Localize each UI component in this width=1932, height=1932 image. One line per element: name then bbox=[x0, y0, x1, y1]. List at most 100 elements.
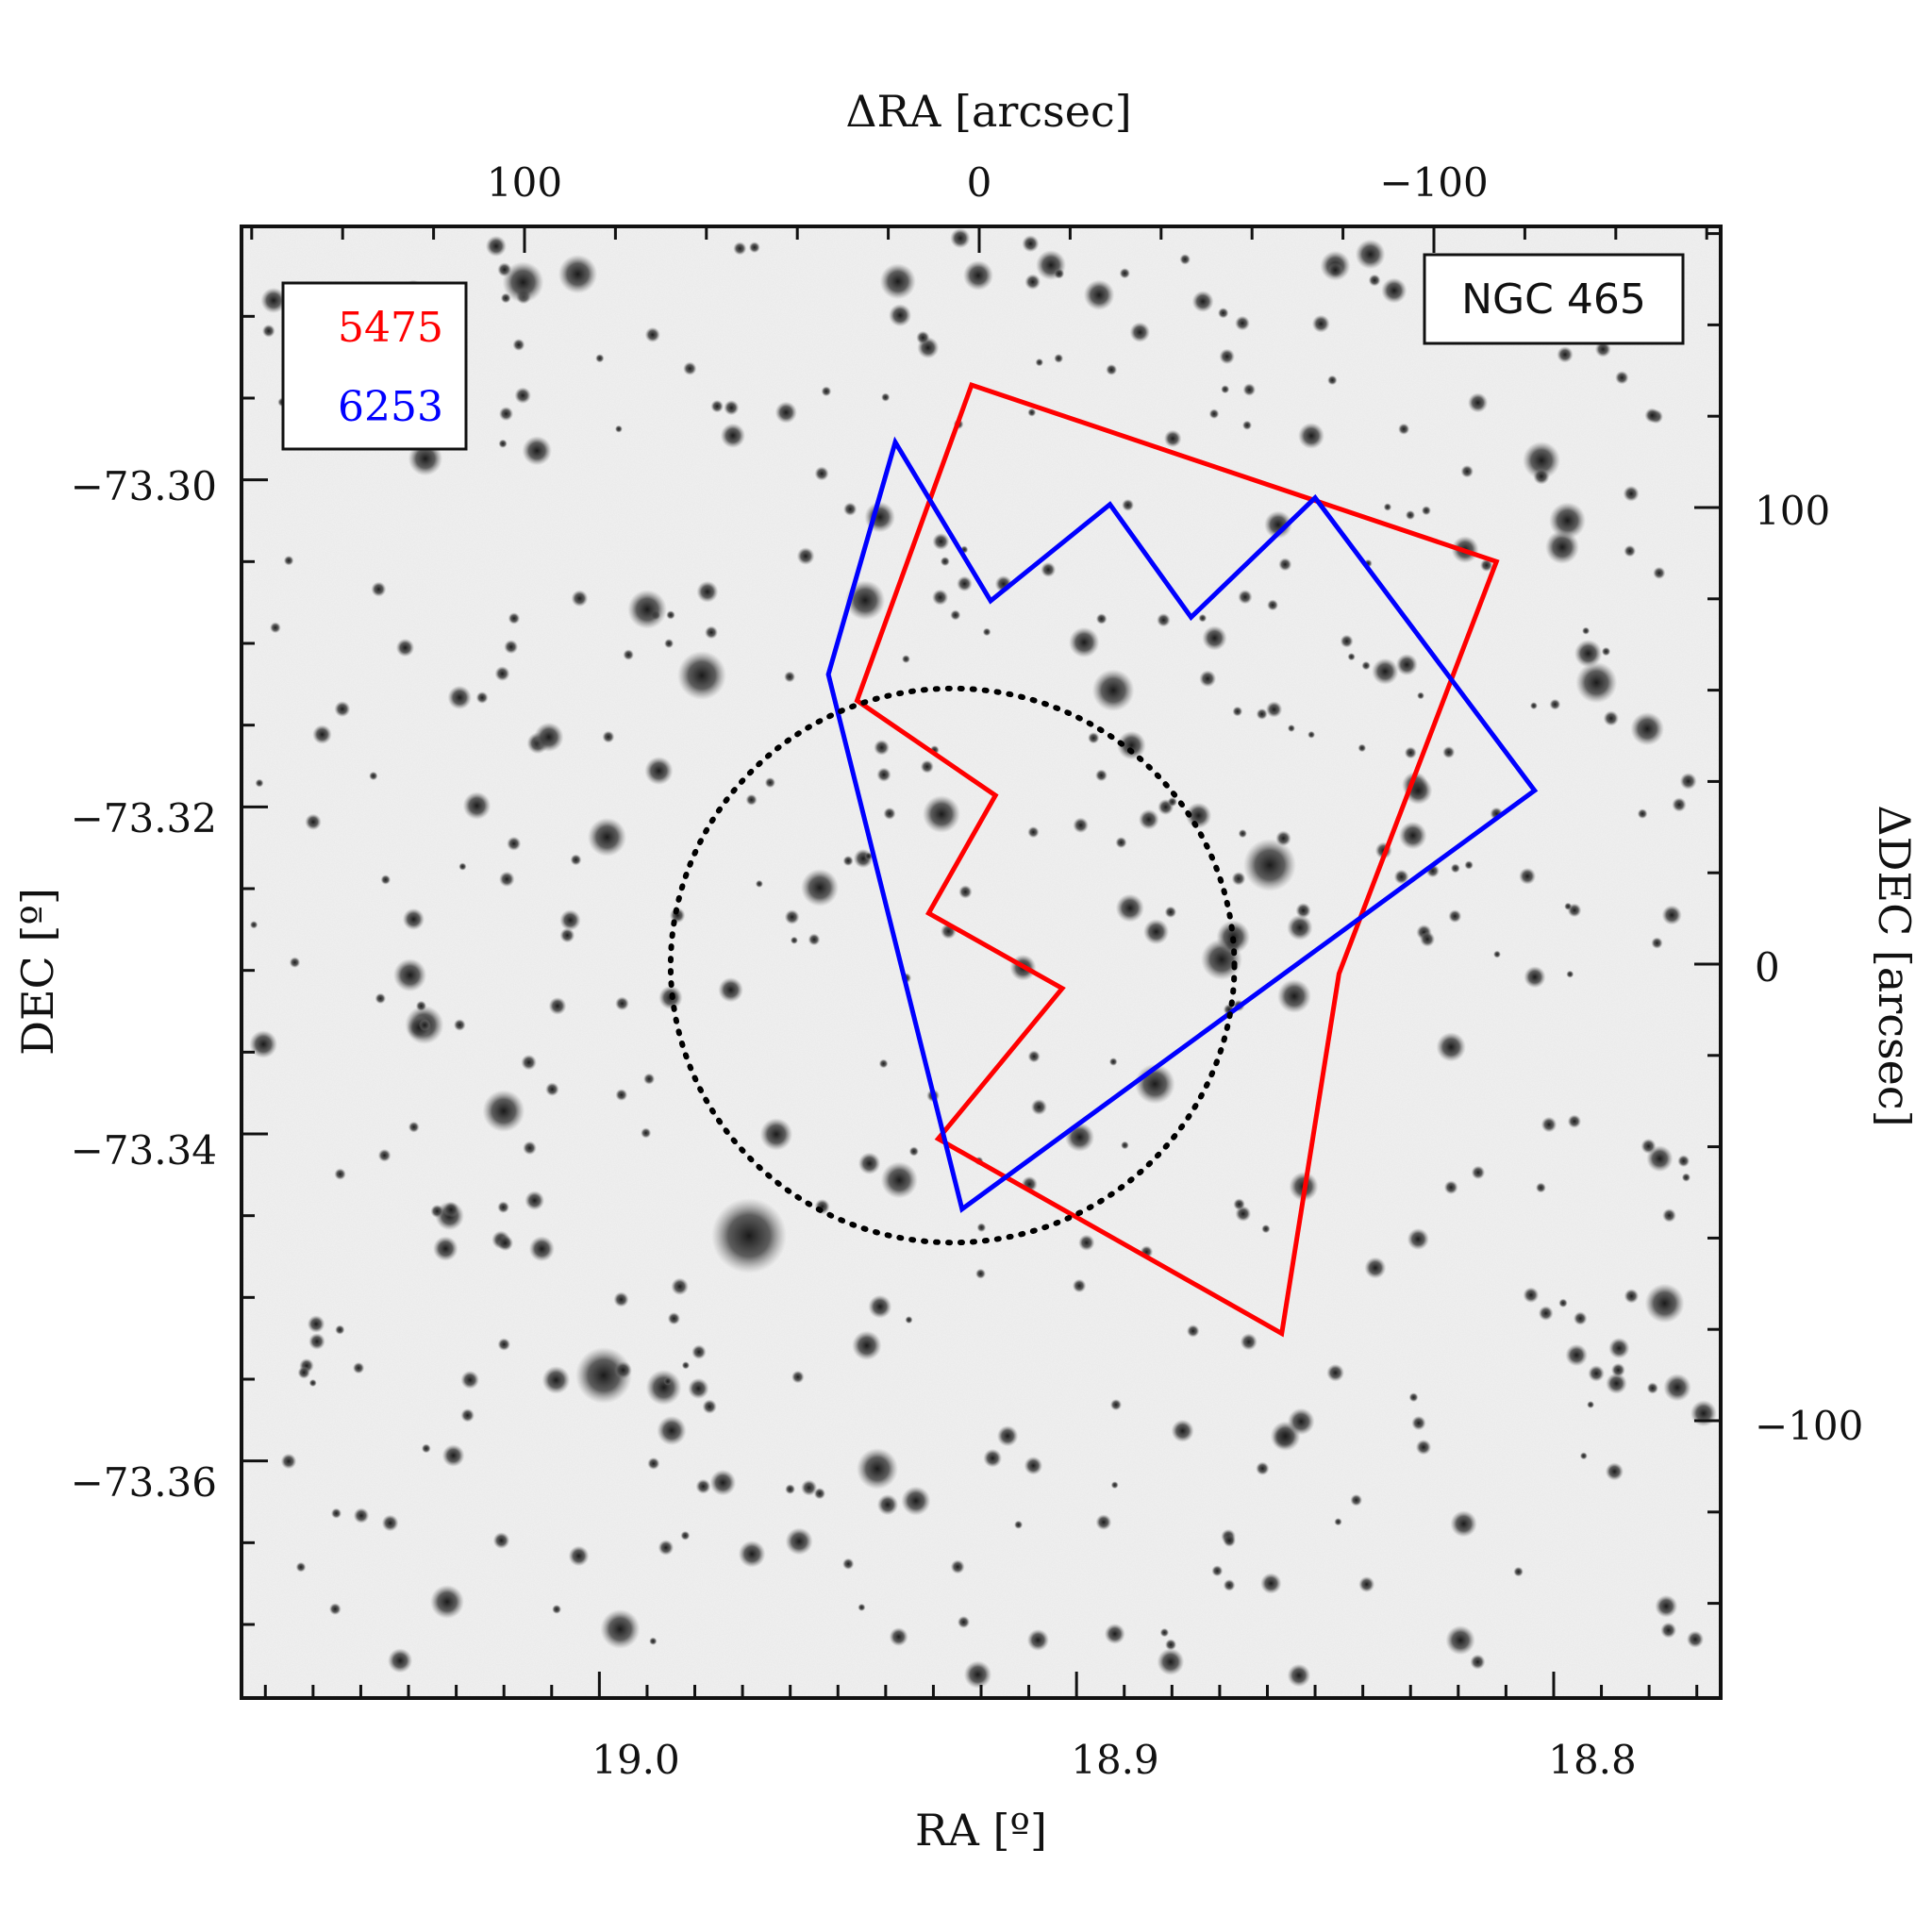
star bbox=[814, 466, 829, 481]
star bbox=[1104, 1624, 1125, 1644]
star bbox=[813, 1488, 826, 1500]
star bbox=[1091, 669, 1135, 712]
star bbox=[983, 1448, 1003, 1468]
star bbox=[1163, 429, 1182, 448]
star bbox=[475, 691, 489, 704]
star bbox=[852, 1330, 882, 1361]
star bbox=[957, 1615, 971, 1629]
star bbox=[482, 1090, 525, 1133]
star bbox=[1024, 274, 1041, 291]
star bbox=[615, 1089, 628, 1101]
star bbox=[1035, 358, 1044, 367]
star bbox=[1557, 346, 1574, 363]
star bbox=[1264, 510, 1292, 539]
star bbox=[1679, 773, 1697, 791]
star bbox=[858, 1603, 866, 1611]
star bbox=[1661, 905, 1682, 925]
star bbox=[1417, 691, 1424, 700]
overlay-layer bbox=[667, 381, 1539, 1338]
star bbox=[502, 261, 544, 304]
right-axis-title: ΔDEC [arcsec] bbox=[1869, 805, 1920, 1126]
star bbox=[1567, 1114, 1582, 1128]
star bbox=[512, 339, 525, 351]
star bbox=[371, 581, 387, 597]
star bbox=[1464, 860, 1474, 870]
star bbox=[1398, 423, 1410, 435]
star bbox=[1606, 1373, 1627, 1394]
star bbox=[745, 793, 758, 806]
star bbox=[696, 580, 719, 603]
star bbox=[1242, 383, 1257, 396]
bottom-tick-label: 18.8 bbox=[1548, 1737, 1637, 1783]
star bbox=[1115, 837, 1127, 849]
star bbox=[1582, 626, 1591, 635]
star bbox=[1610, 1362, 1625, 1377]
star bbox=[1355, 239, 1386, 270]
star bbox=[305, 813, 322, 830]
star bbox=[1211, 1565, 1224, 1577]
star bbox=[880, 1161, 918, 1199]
star bbox=[1165, 1639, 1177, 1651]
star bbox=[738, 1540, 766, 1568]
star bbox=[447, 685, 472, 710]
left-tick-label: −73.36 bbox=[71, 1459, 217, 1506]
star bbox=[1267, 599, 1279, 611]
star bbox=[1541, 1116, 1557, 1133]
star bbox=[1298, 423, 1324, 449]
star bbox=[1566, 970, 1574, 978]
star bbox=[458, 862, 467, 871]
star bbox=[889, 304, 912, 327]
star bbox=[1115, 893, 1144, 923]
star bbox=[1480, 558, 1493, 572]
star bbox=[1327, 262, 1343, 278]
star bbox=[497, 1201, 509, 1214]
star bbox=[1334, 1518, 1342, 1526]
cluster-radius-circle bbox=[667, 685, 1238, 1246]
star bbox=[1393, 869, 1409, 885]
star bbox=[418, 1019, 431, 1031]
star bbox=[1159, 1627, 1170, 1638]
star bbox=[711, 1198, 787, 1274]
star bbox=[453, 1019, 466, 1031]
star bbox=[441, 1444, 465, 1467]
star bbox=[702, 1399, 717, 1414]
star bbox=[312, 724, 332, 744]
star bbox=[932, 533, 950, 550]
star bbox=[1686, 1630, 1705, 1648]
star bbox=[1443, 1180, 1458, 1195]
star bbox=[801, 869, 839, 907]
cluster-name: NGC 465 bbox=[1461, 275, 1646, 324]
star bbox=[1241, 420, 1253, 430]
left-tick-label: −73.30 bbox=[71, 463, 217, 509]
star bbox=[1594, 341, 1611, 358]
star bbox=[784, 909, 800, 924]
star bbox=[1651, 937, 1663, 949]
star bbox=[1364, 1257, 1387, 1279]
star bbox=[613, 1291, 629, 1307]
star bbox=[1238, 828, 1248, 839]
star bbox=[1117, 730, 1146, 760]
star bbox=[663, 1376, 673, 1386]
star bbox=[876, 1493, 899, 1516]
star bbox=[864, 852, 873, 860]
star bbox=[1260, 1573, 1282, 1594]
star bbox=[657, 1415, 687, 1446]
star bbox=[1287, 1663, 1311, 1688]
star bbox=[260, 287, 287, 314]
star bbox=[1624, 544, 1637, 558]
star bbox=[1198, 613, 1208, 623]
left-tick-label: −73.32 bbox=[71, 795, 217, 841]
star bbox=[1095, 769, 1108, 782]
star bbox=[1231, 872, 1246, 886]
star bbox=[498, 407, 514, 422]
star bbox=[508, 612, 521, 625]
star bbox=[1523, 441, 1560, 479]
star bbox=[308, 1378, 317, 1388]
star bbox=[705, 625, 718, 640]
star bbox=[1191, 291, 1214, 313]
star bbox=[1690, 1400, 1717, 1427]
star bbox=[1533, 468, 1550, 485]
star bbox=[1445, 1625, 1475, 1656]
star bbox=[1277, 979, 1311, 1013]
star bbox=[1653, 566, 1666, 580]
